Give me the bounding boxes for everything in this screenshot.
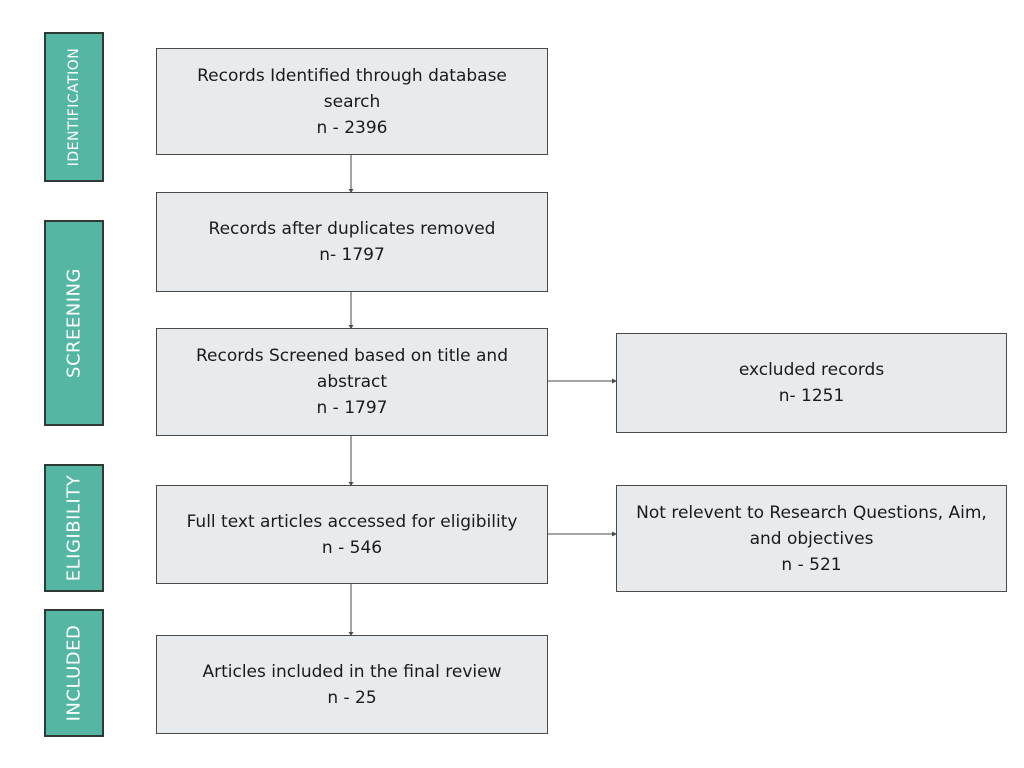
box-excluded-records-count: n- 1251 — [778, 386, 845, 406]
stage-included-label: INCLUDED — [63, 624, 85, 722]
box-not-relevant-line2: and objectives — [749, 528, 874, 549]
box-full-text-articles-line1: Full text articles accessed for eligibil… — [186, 511, 518, 532]
stage-eligibility: ELIGIBILITY — [44, 464, 104, 592]
box-full-text-articles-count: n - 546 — [321, 537, 383, 558]
box-duplicates-removed-count: n- 1797 — [319, 245, 385, 265]
box-excluded-records-line1: excluded records — [738, 360, 885, 380]
box-not-relevant-line1: Not relevent to Research Questions, Aim, — [636, 502, 987, 523]
stage-screening-label: SCREENING — [63, 268, 85, 378]
box-not-relevant: Not relevent to Research Questions, Aim,… — [616, 485, 1007, 592]
box-duplicates-removed-line1: Records after duplicates removed — [208, 219, 496, 239]
box-articles-included-count: n - 25 — [327, 687, 377, 708]
box-records-identified-count: n - 2396 — [316, 117, 388, 138]
box-records-screened-count: n - 1797 — [316, 398, 388, 418]
box-records-identified: Records Identified through database sear… — [156, 48, 548, 155]
stage-identification: IDENTIFICATION — [44, 32, 104, 182]
stage-included: INCLUDED — [44, 609, 104, 737]
stage-eligibility-label: ELIGIBILITY — [63, 474, 85, 582]
box-records-identified-line1: Records Identified through database — [197, 65, 507, 86]
box-not-relevant-count: n - 521 — [781, 554, 842, 575]
box-records-screened-line2: abstract — [316, 372, 388, 392]
box-records-screened: Records Screened based on title and abst… — [156, 328, 548, 436]
box-articles-included: Articles included in the final review n … — [156, 635, 548, 734]
box-excluded-records: excluded records n- 1251 — [616, 333, 1007, 433]
box-records-screened-line1: Records Screened based on title and — [195, 346, 509, 366]
stage-identification-label: IDENTIFICATION — [66, 47, 82, 167]
box-full-text-articles: Full text articles accessed for eligibil… — [156, 485, 548, 584]
box-records-identified-line2: search — [323, 91, 381, 112]
stage-screening: SCREENING — [44, 220, 104, 426]
box-articles-included-line1: Articles included in the final review — [202, 661, 502, 682]
box-duplicates-removed: Records after duplicates removed n- 1797 — [156, 192, 548, 292]
